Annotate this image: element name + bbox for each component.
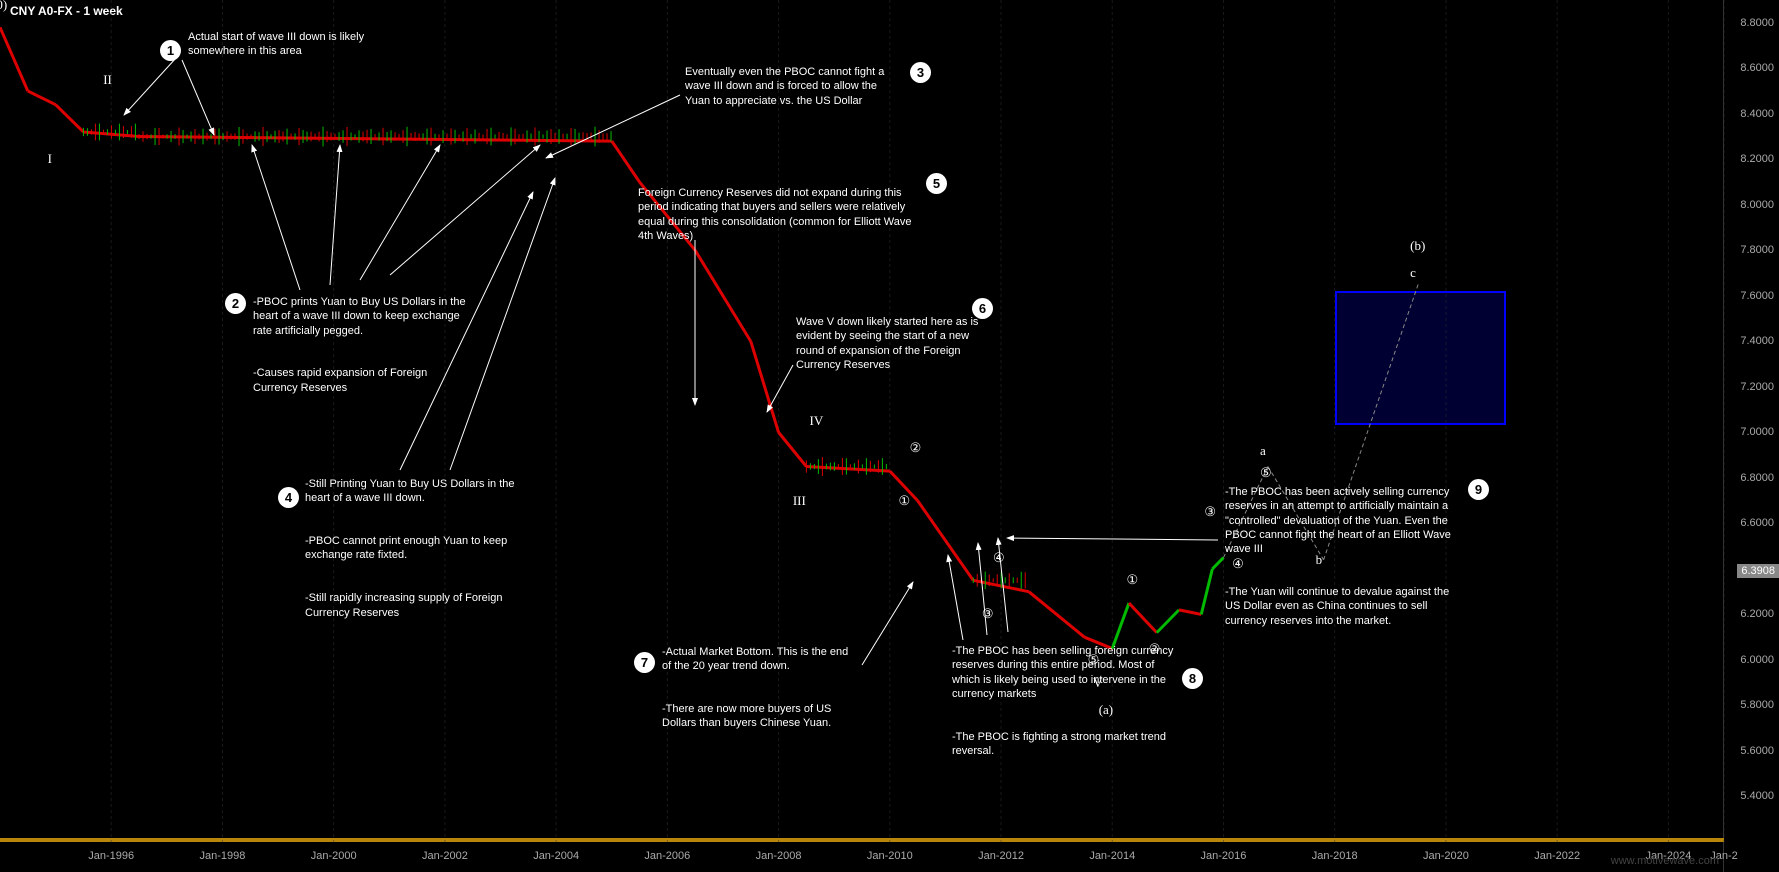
y-tick: 5.8000 (1740, 699, 1774, 711)
wave-label: ① (898, 493, 910, 509)
annotation-bubble-1: 1 (160, 40, 181, 61)
y-tick: 7.2000 (1740, 381, 1774, 393)
x-tick: Jan-2018 (1312, 850, 1358, 862)
y-tick: 8.0000 (1740, 199, 1774, 211)
wave-label: (b) (1410, 238, 1425, 254)
y-tick: 7.6000 (1740, 290, 1774, 302)
annotation-text-2: -PBOC prints Yuan to Buy US Dollars in t… (253, 295, 473, 395)
y-tick: 8.8000 (1740, 17, 1774, 29)
y-tick: 7.4000 (1740, 335, 1774, 347)
x-tick: Jan-2014 (1089, 850, 1135, 862)
annotation-text-8: -The PBOC has been selling foreign curre… (952, 644, 1177, 758)
annotation-bubble-4: 4 (278, 487, 299, 508)
wave-label: ③ (1204, 504, 1216, 520)
annotation-text-5: Foreign Currency Reserves did not expand… (638, 186, 918, 243)
y-tick: 7.0000 (1740, 426, 1774, 438)
annotation-bubble-9: 9 (1468, 479, 1489, 500)
x-tick: Jan-2010 (867, 850, 913, 862)
annotation-text-9: -The PBOC has been actively selling curr… (1225, 485, 1460, 628)
y-tick: 5.6000 (1740, 745, 1774, 757)
x-tick: Jan-2022 (1534, 850, 1580, 862)
chart-title: CNY A0-FX - 1 week (10, 4, 123, 18)
wave-label: (0) (0, 0, 7, 13)
x-axis: Jan-1996 Jan-1998 Jan-2000 Jan-2002 Jan-2004… (0, 841, 1724, 872)
x-tick: Jan-2006 (644, 850, 690, 862)
x-tick: Jan-1998 (200, 850, 246, 862)
y-current-price: 6.3908 (1737, 564, 1779, 578)
annotation-bubble-8: 8 (1182, 668, 1203, 689)
y-axis: 8.8000 8.6000 8.4000 8.2000 8.0000 7.8000 7.60… (1723, 0, 1779, 872)
wave-label: ⑤ (1260, 465, 1272, 481)
chart-container[interactable]: CNY A0-FX - 1 week 8.8000 8.6000 8.4000 8.2… (0, 0, 1779, 872)
watermark: www.motivewave.com (1611, 855, 1719, 867)
x-tick: Jan-2000 (311, 850, 357, 862)
y-tick: 6.6000 (1740, 517, 1774, 529)
wave-label: c (1410, 265, 1416, 281)
x-tick: Jan-2012 (978, 850, 1024, 862)
x-tick: Jan-2016 (1201, 850, 1247, 862)
x-tick: Jan-2008 (756, 850, 802, 862)
annotation-bubble-2: 2 (225, 293, 246, 314)
wave-label: II (103, 72, 112, 88)
wave-label: I (48, 151, 52, 167)
annotation-bubble-5: 5 (926, 173, 947, 194)
x-tick: Jan-2004 (533, 850, 579, 862)
x-tick: Jan-2002 (422, 850, 468, 862)
y-tick: 5.4000 (1740, 790, 1774, 802)
y-tick: 6.2000 (1740, 608, 1774, 620)
wave-label: IV (810, 413, 824, 429)
wave-label: a (1260, 443, 1266, 459)
wave-label: III (793, 493, 806, 509)
annotation-bubble-6: 6 (972, 298, 993, 319)
annotation-text-4: -Still Printing Yuan to Buy US Dollars i… (305, 477, 535, 620)
timeline-bar (0, 838, 1724, 842)
annotation-bubble-7: 7 (634, 652, 655, 673)
target-box (1335, 291, 1506, 425)
wave-label: ④ (993, 550, 1005, 566)
y-tick: 7.8000 (1740, 244, 1774, 256)
annotation-text-3: Eventually even the PBOC cannot fight a … (685, 65, 900, 108)
wave-label: ① (1127, 572, 1139, 588)
y-tick: 6.0000 (1740, 654, 1774, 666)
y-tick: 6.8000 (1740, 472, 1774, 484)
annotation-text-7: -Actual Market Bottom. This is the end o… (662, 645, 857, 731)
x-tick: Jan-1996 (88, 850, 134, 862)
wave-label: ② (910, 440, 922, 456)
wave-label: ③ (982, 606, 994, 622)
x-tick: Jan-2020 (1423, 850, 1469, 862)
y-tick: 8.6000 (1740, 62, 1774, 74)
annotation-text-1: Actual start of wave III down is likely … (188, 30, 418, 59)
annotation-text-6: Wave V down likely started here as is ev… (796, 315, 996, 372)
y-tick: 8.4000 (1740, 108, 1774, 120)
y-tick: 8.2000 (1740, 153, 1774, 165)
annotation-bubble-3: 3 (910, 62, 931, 83)
arrow-svg (0, 0, 1779, 872)
